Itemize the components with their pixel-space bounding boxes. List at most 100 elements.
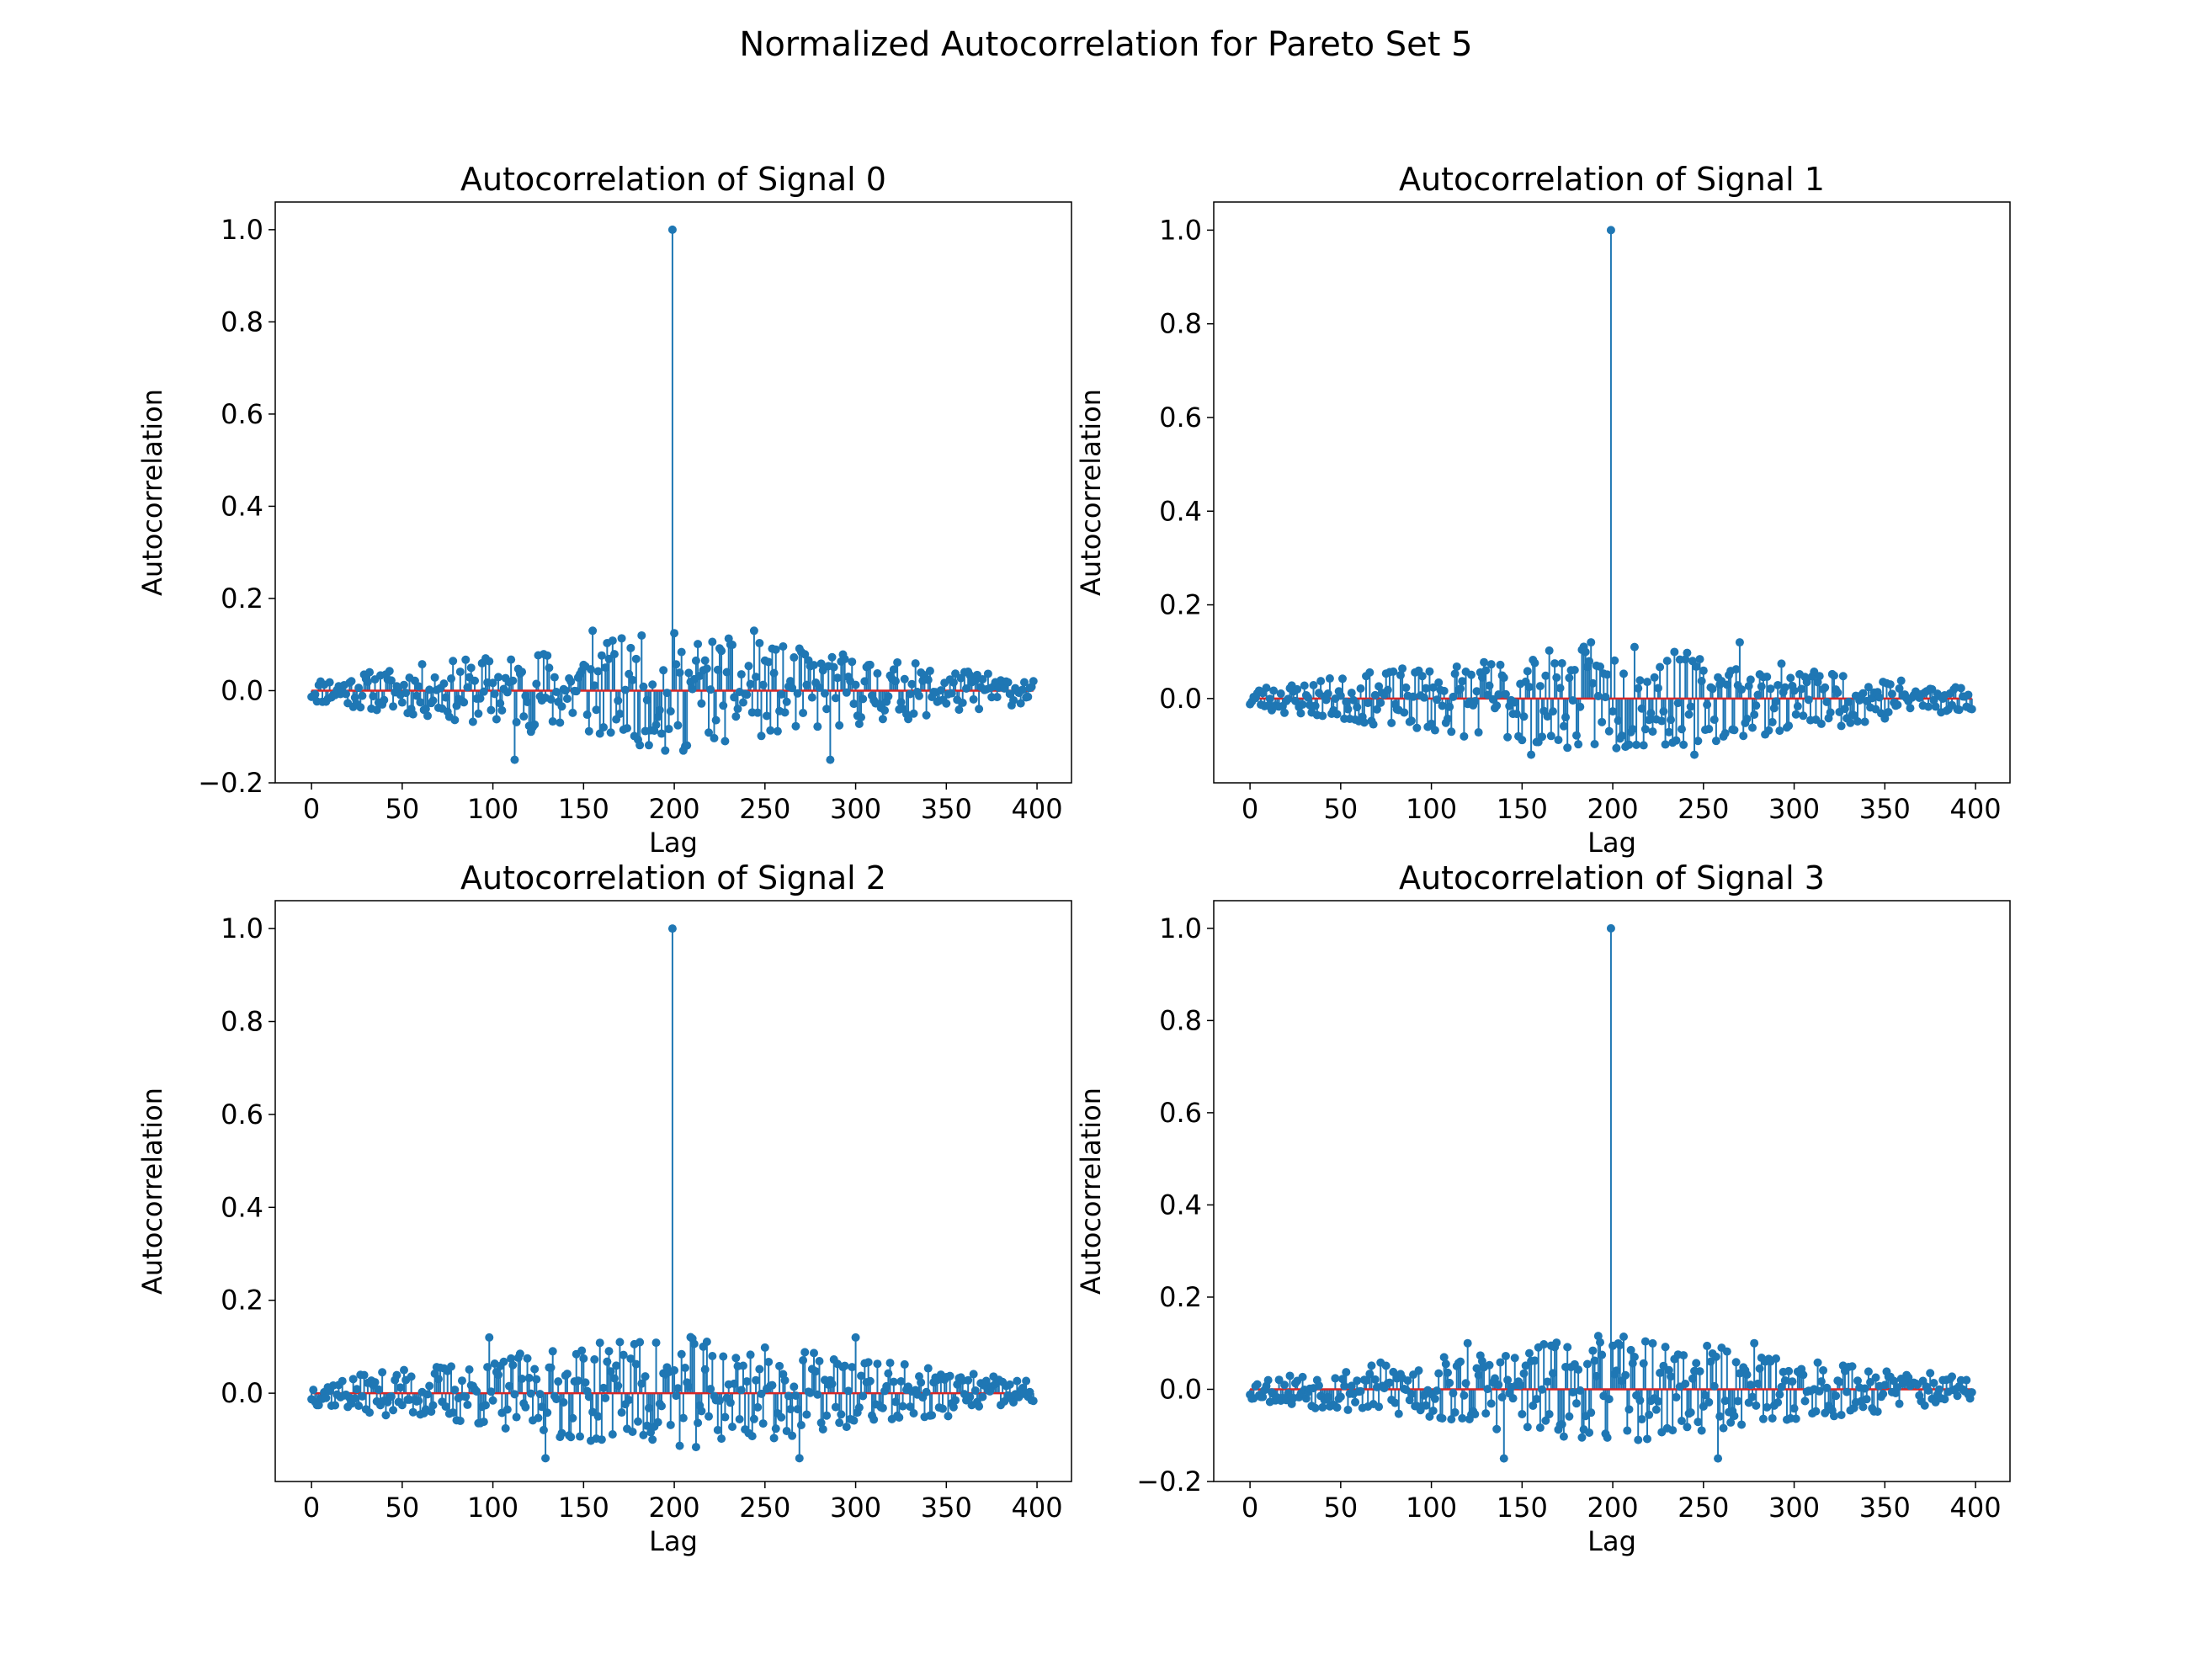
stem-marker: [1445, 702, 1454, 711]
stem-marker: [1791, 710, 1800, 719]
stem-marker: [507, 655, 516, 664]
stem-marker: [773, 726, 782, 736]
stem-marker: [1348, 695, 1358, 705]
stem-marker: [512, 717, 521, 726]
stem-marker: [694, 640, 703, 649]
stem-marker: [397, 1401, 407, 1410]
stem-marker: [532, 679, 541, 689]
stem-marker: [706, 1385, 715, 1394]
stem-marker: [603, 1357, 612, 1366]
stem-marker: [1535, 682, 1545, 691]
stem-marker: [399, 1365, 408, 1375]
stem-marker: [796, 1421, 806, 1430]
stem-marker: [433, 1375, 443, 1384]
stem-marker: [1838, 672, 1848, 681]
stem-marker: [717, 646, 726, 656]
stem-marker: [1434, 678, 1444, 687]
stem-marker: [641, 1372, 650, 1381]
stem-marker: [1541, 1416, 1550, 1425]
stem-marker: [731, 712, 741, 721]
stem-marker: [848, 1363, 857, 1372]
stem-marker: [1362, 1376, 1371, 1386]
stem-marker: [1624, 740, 1634, 749]
stem-marker: [626, 643, 635, 652]
stem-marker: [1400, 708, 1409, 717]
x-tick-label: 50: [1323, 1492, 1358, 1524]
stem-marker: [1695, 655, 1704, 664]
stem-marker: [1351, 1397, 1360, 1407]
stem-marker: [597, 651, 606, 660]
stem-marker: [548, 1347, 557, 1356]
stem-marker: [1598, 717, 1607, 726]
stem-marker: [518, 1375, 527, 1384]
stem-marker: [1853, 716, 1862, 726]
stem-marker: [1485, 681, 1494, 690]
stem-marker: [1005, 689, 1014, 699]
stem-marker: [1929, 1378, 1938, 1387]
stem-marker: [1772, 1354, 1781, 1363]
stem-marker: [891, 677, 900, 686]
stem-marker: [651, 721, 661, 730]
stem-marker: [1337, 674, 1347, 684]
stem-marker: [661, 746, 670, 755]
stem-marker: [1844, 697, 1853, 706]
stem-marker: [1568, 696, 1577, 705]
stem-marker: [816, 1418, 826, 1428]
stem-marker: [1000, 684, 1009, 693]
stem-marker: [481, 1401, 490, 1410]
stem-marker: [1710, 715, 1719, 724]
stem-marker: [1858, 689, 1868, 698]
stem-marker: [1443, 714, 1452, 723]
x-tick-label: 350: [921, 793, 972, 825]
stem-marker: [1706, 1357, 1715, 1366]
stem-marker: [1777, 659, 1786, 668]
stem-marker: [678, 1413, 688, 1423]
stem-marker: [595, 729, 604, 738]
stem-marker: [1784, 721, 1794, 731]
y-tick-label: 0.2: [221, 582, 263, 614]
x-tick-label: 300: [830, 1492, 881, 1524]
stem-marker: [1694, 1418, 1703, 1427]
stem-marker: [1615, 1340, 1624, 1349]
stem-marker: [1445, 1378, 1454, 1387]
stem-marker: [947, 689, 956, 698]
stem-marker: [1024, 692, 1033, 701]
stem-marker: [1829, 671, 1838, 680]
stem-marker: [380, 695, 389, 705]
stem-marker: [1752, 701, 1761, 710]
y-tick-label: −0.2: [1136, 1466, 1202, 1497]
stem-marker: [1630, 1352, 1639, 1361]
stem-marker: [785, 1405, 795, 1414]
stem-marker: [1635, 1396, 1645, 1405]
stem-marker: [777, 1412, 786, 1422]
stem-marker: [488, 1396, 497, 1405]
stem-marker: [1890, 1376, 1899, 1386]
stem-marker: [1603, 670, 1612, 679]
stem-marker: [1530, 658, 1539, 668]
stem-marker: [1656, 662, 1665, 672]
stem-marker: [1321, 695, 1331, 705]
stem-marker: [653, 712, 662, 721]
stem-marker: [758, 1419, 768, 1428]
stem-marker: [1353, 1376, 1362, 1386]
stem-marker: [810, 661, 819, 670]
stem-marker: [597, 1435, 606, 1444]
stem-marker: [1964, 690, 1973, 700]
stem-marker: [842, 688, 851, 697]
stem-marker: [1967, 1388, 1976, 1397]
stem-marker: [1661, 740, 1670, 749]
stem-marker: [769, 1434, 779, 1443]
stem-marker: [672, 1391, 681, 1401]
axes-frame: [1213, 900, 2011, 1482]
stem-marker: [508, 1360, 518, 1370]
stem-marker: [476, 694, 485, 703]
stem-marker: [742, 690, 752, 700]
stem-marker: [697, 1407, 706, 1416]
stem-marker: [800, 650, 810, 659]
x-tick-label: 300: [1768, 1492, 1820, 1524]
stem-marker: [350, 693, 359, 702]
stem-marker: [407, 1372, 416, 1381]
stem-marker: [843, 1386, 853, 1396]
stem-marker: [414, 1396, 423, 1406]
stem-marker: [738, 698, 747, 707]
